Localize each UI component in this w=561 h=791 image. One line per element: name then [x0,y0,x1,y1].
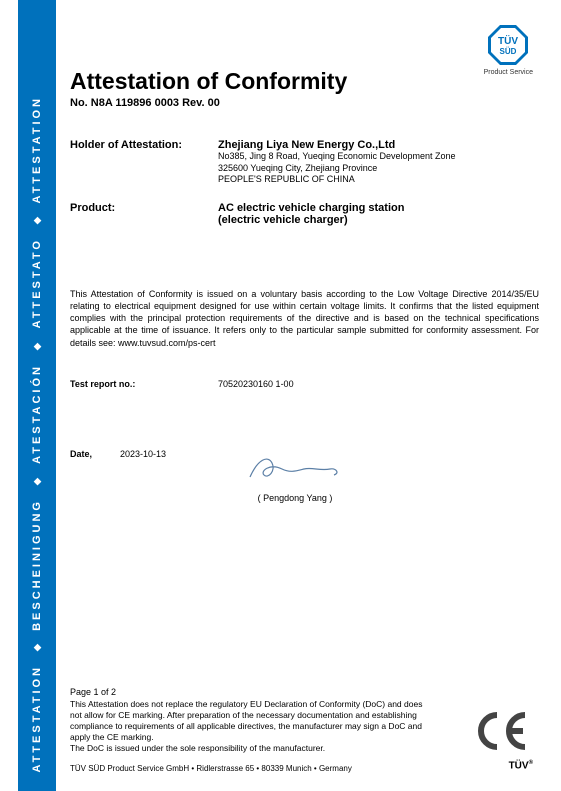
tuv-logo: TÜV SÜD Product Service [484,24,533,76]
holder-block: Holder of Attestation: Zhejiang Liya New… [70,139,539,186]
diamond-icon: ◆ [32,476,43,487]
holder-address-line: 325600 Yueqing City, Zhejiang Province [218,163,456,175]
document-number: No. N8A 119896 0003 Rev. 00 [70,97,539,109]
page-title: Attestation of Conformity [70,68,539,95]
date-signature-row: Date, 2023-10-13 ( Pengdong Yang ) [70,449,539,503]
holder-address-line: PEOPLE'S REPUBLIC OF CHINA [218,174,456,186]
signature-icon [240,449,350,489]
body-paragraph: This Attestation of Conformity is issued… [70,288,539,349]
test-report-label: Test report no.: [70,379,218,389]
logo-caption: Product Service [484,69,533,76]
product-label: Product: [70,202,218,226]
disclaimer-text: This Attestation does not replace the re… [70,699,430,754]
date-value: 2023-10-13 [120,449,210,459]
company-footer: TÜV SÜD Product Service GmbH • Ridlerstr… [70,764,539,773]
svg-text:TÜV: TÜV [498,34,518,47]
date-label: Date, [70,449,120,459]
tuv-octagon-icon: TÜV SÜD [487,24,529,66]
tuv-trademark: TÜV® [509,760,533,771]
signature-block: ( Pengdong Yang ) [240,449,350,503]
diamond-icon: ◆ [32,341,43,352]
test-report-value: 70520230160 1-00 [218,379,294,389]
diamond-icon: ◆ [32,642,43,653]
sidebar-strip: ATTESTATION ◆ BESCHEINIGUNG ◆ ATESTACIÓN… [18,0,56,791]
holder-address-line: No385, Jing 8 Road, Yueqing Economic Dev… [218,151,456,163]
product-block: Product: AC electric vehicle charging st… [70,202,539,226]
sidebar-word: BESCHEINIGUNG [31,499,43,631]
sidebar-word: ATTESTATION [31,665,43,773]
test-report-row: Test report no.: 70520230160 1-00 [70,379,539,389]
page-content: TÜV SÜD Product Service Attestation of C… [70,18,539,773]
ce-mark-icon [477,711,533,751]
page-number: Page 1 of 2 [70,687,539,697]
diamond-icon: ◆ [32,215,43,226]
product-line: AC electric vehicle charging station [218,202,404,214]
holder-label: Holder of Attestation: [70,139,218,186]
signatory-name: ( Pengdong Yang ) [240,493,350,503]
footer-block: Page 1 of 2 This Attestation does not re… [70,687,539,773]
holder-name: Zhejiang Liya New Energy Co.,Ltd [218,139,456,151]
sidebar-word: ATESTACIÓN [31,364,43,464]
sidebar-word: ATTESTATO [31,238,43,328]
sidebar-word: ATTESTATION [31,96,43,204]
product-line: (electric vehicle charger) [218,214,404,226]
svg-text:SÜD: SÜD [500,47,517,56]
